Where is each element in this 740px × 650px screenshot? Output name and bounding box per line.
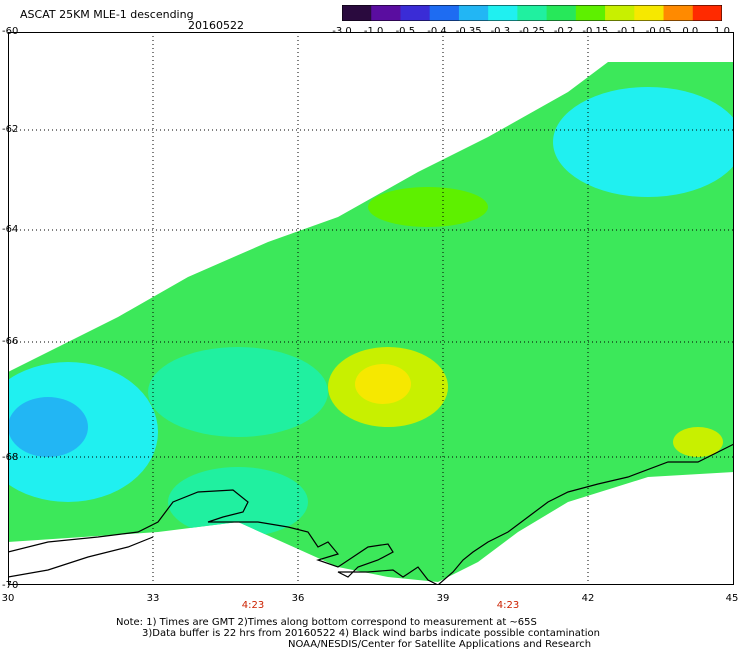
footer-note-line-2: 3)Data buffer is 22 hrs from 20160522 4)… [142, 628, 600, 639]
footer-note-line-3: NOAA/NESDIS/Center for Satellite Applica… [288, 639, 592, 650]
wind-divergence-map [8, 32, 734, 585]
color-scale-swatch [342, 5, 372, 21]
yellow-patch [355, 364, 411, 404]
yellow-patch-east [673, 427, 723, 457]
lime-patch-north [368, 187, 488, 227]
lon-label-45: 45 [725, 593, 739, 604]
color-scale-tick-label: -0.3 [490, 26, 511, 37]
map-frame [8, 32, 734, 585]
cyan-patch-northeast [553, 87, 734, 197]
lat-label-68: -68 [2, 452, 19, 463]
lon-label-33: 33 [146, 593, 160, 604]
coastline-west [8, 536, 154, 578]
color-scale-swatch [517, 5, 548, 21]
color-scale-tick-label: -1.0 [363, 26, 384, 37]
color-scale-swatch [488, 5, 518, 21]
color-scale-tick-label: 0.0 [682, 26, 699, 37]
color-scale-tick-label: -3.0 [332, 26, 352, 37]
lon-label-30: 30 [1, 593, 15, 604]
teal-patch-south [168, 467, 308, 537]
color-scale-swatch [546, 5, 577, 21]
lon-label-39: 39 [436, 593, 450, 604]
color-scale-tick-label: -0.2 [553, 26, 574, 37]
teal-patch-center [148, 347, 328, 437]
blue-patch-west [8, 397, 88, 457]
graticule [8, 32, 734, 585]
lat-label-66: -66 [2, 336, 19, 347]
lat-label-64: -64 [2, 224, 19, 235]
lat-label-62: -62 [2, 124, 19, 135]
lat-label-70: -70 [2, 580, 19, 591]
lon-label-36: 36 [291, 593, 305, 604]
color-scale-tick-label: 1.0 [714, 26, 730, 37]
color-scale-tick-label: -0.35 [455, 26, 482, 37]
lon-label-42: 42 [581, 593, 595, 604]
time-label: 4:23 [241, 600, 265, 611]
color-scale-swatch [692, 5, 722, 21]
color-scale-swatch [371, 5, 401, 21]
color-scale-tick-label: -0.05 [645, 26, 672, 37]
time-label: 4:23 [496, 600, 520, 611]
color-scale-tick-label: -0.1 [617, 26, 637, 37]
antarctic-coastline [8, 443, 734, 585]
lat-label-60: -60 [2, 26, 19, 37]
footer-note-line-1: Note: 1) Times are GMT 2)Times along bot… [116, 617, 537, 628]
product-date: 20160522 [188, 19, 244, 32]
color-scale-swatch [429, 5, 460, 21]
color-scale-tick-label: -0.25 [519, 26, 545, 37]
color-scale-tick-label: -0.4 [427, 26, 447, 37]
color-scale-swatch [663, 5, 694, 21]
color-scale-swatch [575, 5, 606, 21]
color-scale-tick-label: -0.5 [395, 26, 416, 37]
color-scale-swatch [458, 5, 489, 21]
color-scale-swatch [400, 5, 431, 21]
product-title: ASCAT 25KM MLE-1 descending [20, 8, 194, 21]
color-scale-tick-label: -0.15 [582, 26, 609, 37]
color-scale-bar [342, 5, 722, 21]
color-scale-swatch [634, 5, 665, 21]
color-scale-swatch [605, 5, 635, 21]
